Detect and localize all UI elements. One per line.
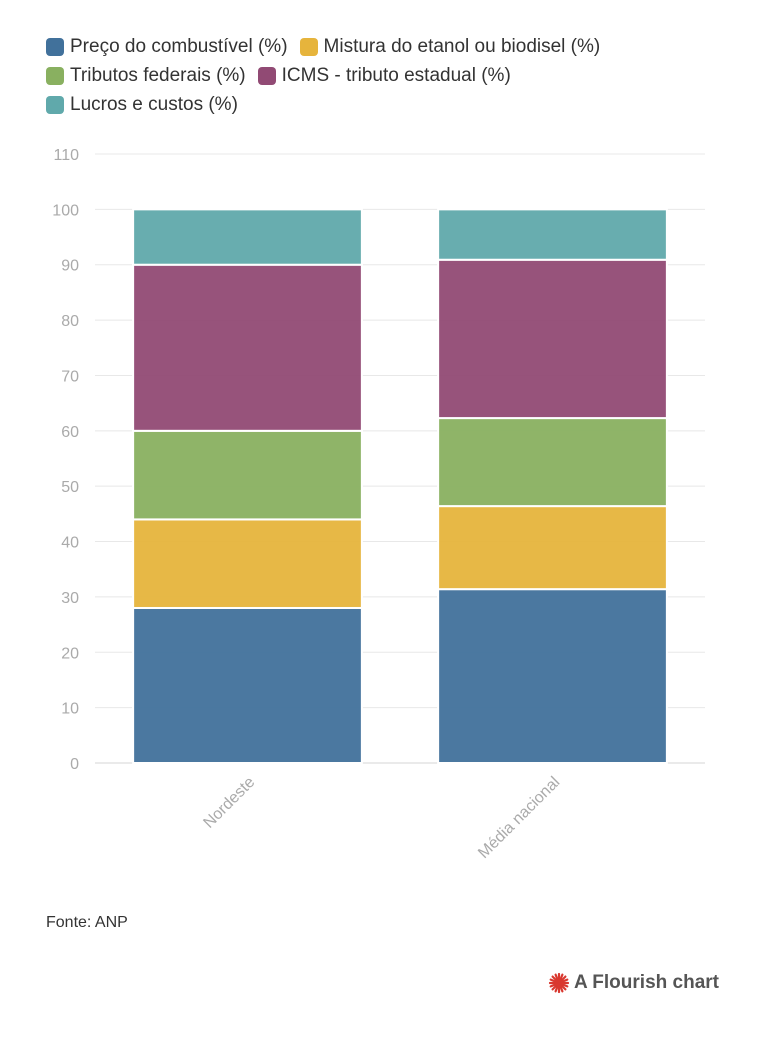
- bar-segment: [437, 417, 668, 508]
- bar-segment: [132, 606, 363, 764]
- y-tick-label: 10: [61, 701, 79, 718]
- credit[interactable]: A Flourish chart: [548, 972, 719, 994]
- y-tick-label: 50: [61, 479, 79, 496]
- legend-swatch: [46, 37, 64, 56]
- y-tick-label: 0: [70, 756, 79, 773]
- legend-item[interactable]: Lucros e custos (%): [46, 92, 238, 117]
- bar-segment: [437, 505, 668, 591]
- source: Fonte: ANP: [46, 914, 128, 931]
- flourish-logo: [548, 972, 570, 994]
- bar-segment: [132, 208, 363, 266]
- legend-swatch: [299, 37, 318, 56]
- bar-segment: [132, 429, 363, 521]
- legend: Preço do combustível (%) Mistura do etano…: [46, 34, 656, 117]
- legend-label: Mistura do etanol ou biodisel (%): [323, 35, 601, 57]
- legend-swatch: [46, 95, 64, 114]
- legend-label: ICMS - tributo estadual (%): [281, 64, 511, 86]
- bar-segment: [437, 258, 668, 420]
- y-tick-label: 40: [61, 535, 79, 552]
- y-tick-label: 20: [61, 645, 79, 662]
- y-tick-label: 60: [61, 424, 79, 441]
- y-tick-label: 100: [52, 202, 79, 219]
- legend-swatch: [257, 66, 276, 85]
- chart: 0 10 20 30 40 50 60 70 80 90 100 110 Nordeste Média n…: [52, 147, 705, 862]
- y-tick-label: 90: [61, 258, 79, 275]
- legend-item[interactable]: ICMS - tributo estadual (%): [257, 63, 511, 88]
- legend-swatch: [46, 66, 64, 85]
- credit-text: A Flourish chart: [574, 972, 719, 993]
- legend-item[interactable]: Preço do combustível (%): [46, 34, 288, 59]
- x-tick-label: Nordeste: [200, 774, 258, 832]
- y-tick-label: 70: [61, 368, 79, 385]
- legend-item[interactable]: Mistura do etanol ou biodisel (%): [299, 34, 601, 59]
- legend-label: Tributos federais (%): [70, 64, 246, 86]
- y-tick-label: 80: [61, 313, 79, 330]
- legend-label: Preço do combustível (%): [70, 35, 288, 57]
- bar-segment: [132, 518, 363, 609]
- y-tick-label: 30: [61, 590, 79, 607]
- bar-segment: [437, 588, 668, 765]
- legend-label: Lucros e custos (%): [70, 93, 238, 115]
- x-tick-label: Média nacional: [475, 774, 563, 862]
- legend-item[interactable]: Tributos federais (%): [46, 63, 246, 88]
- y-tick-label: 110: [53, 147, 79, 164]
- bar-segment: [437, 208, 668, 261]
- bar-segment: [132, 263, 363, 432]
